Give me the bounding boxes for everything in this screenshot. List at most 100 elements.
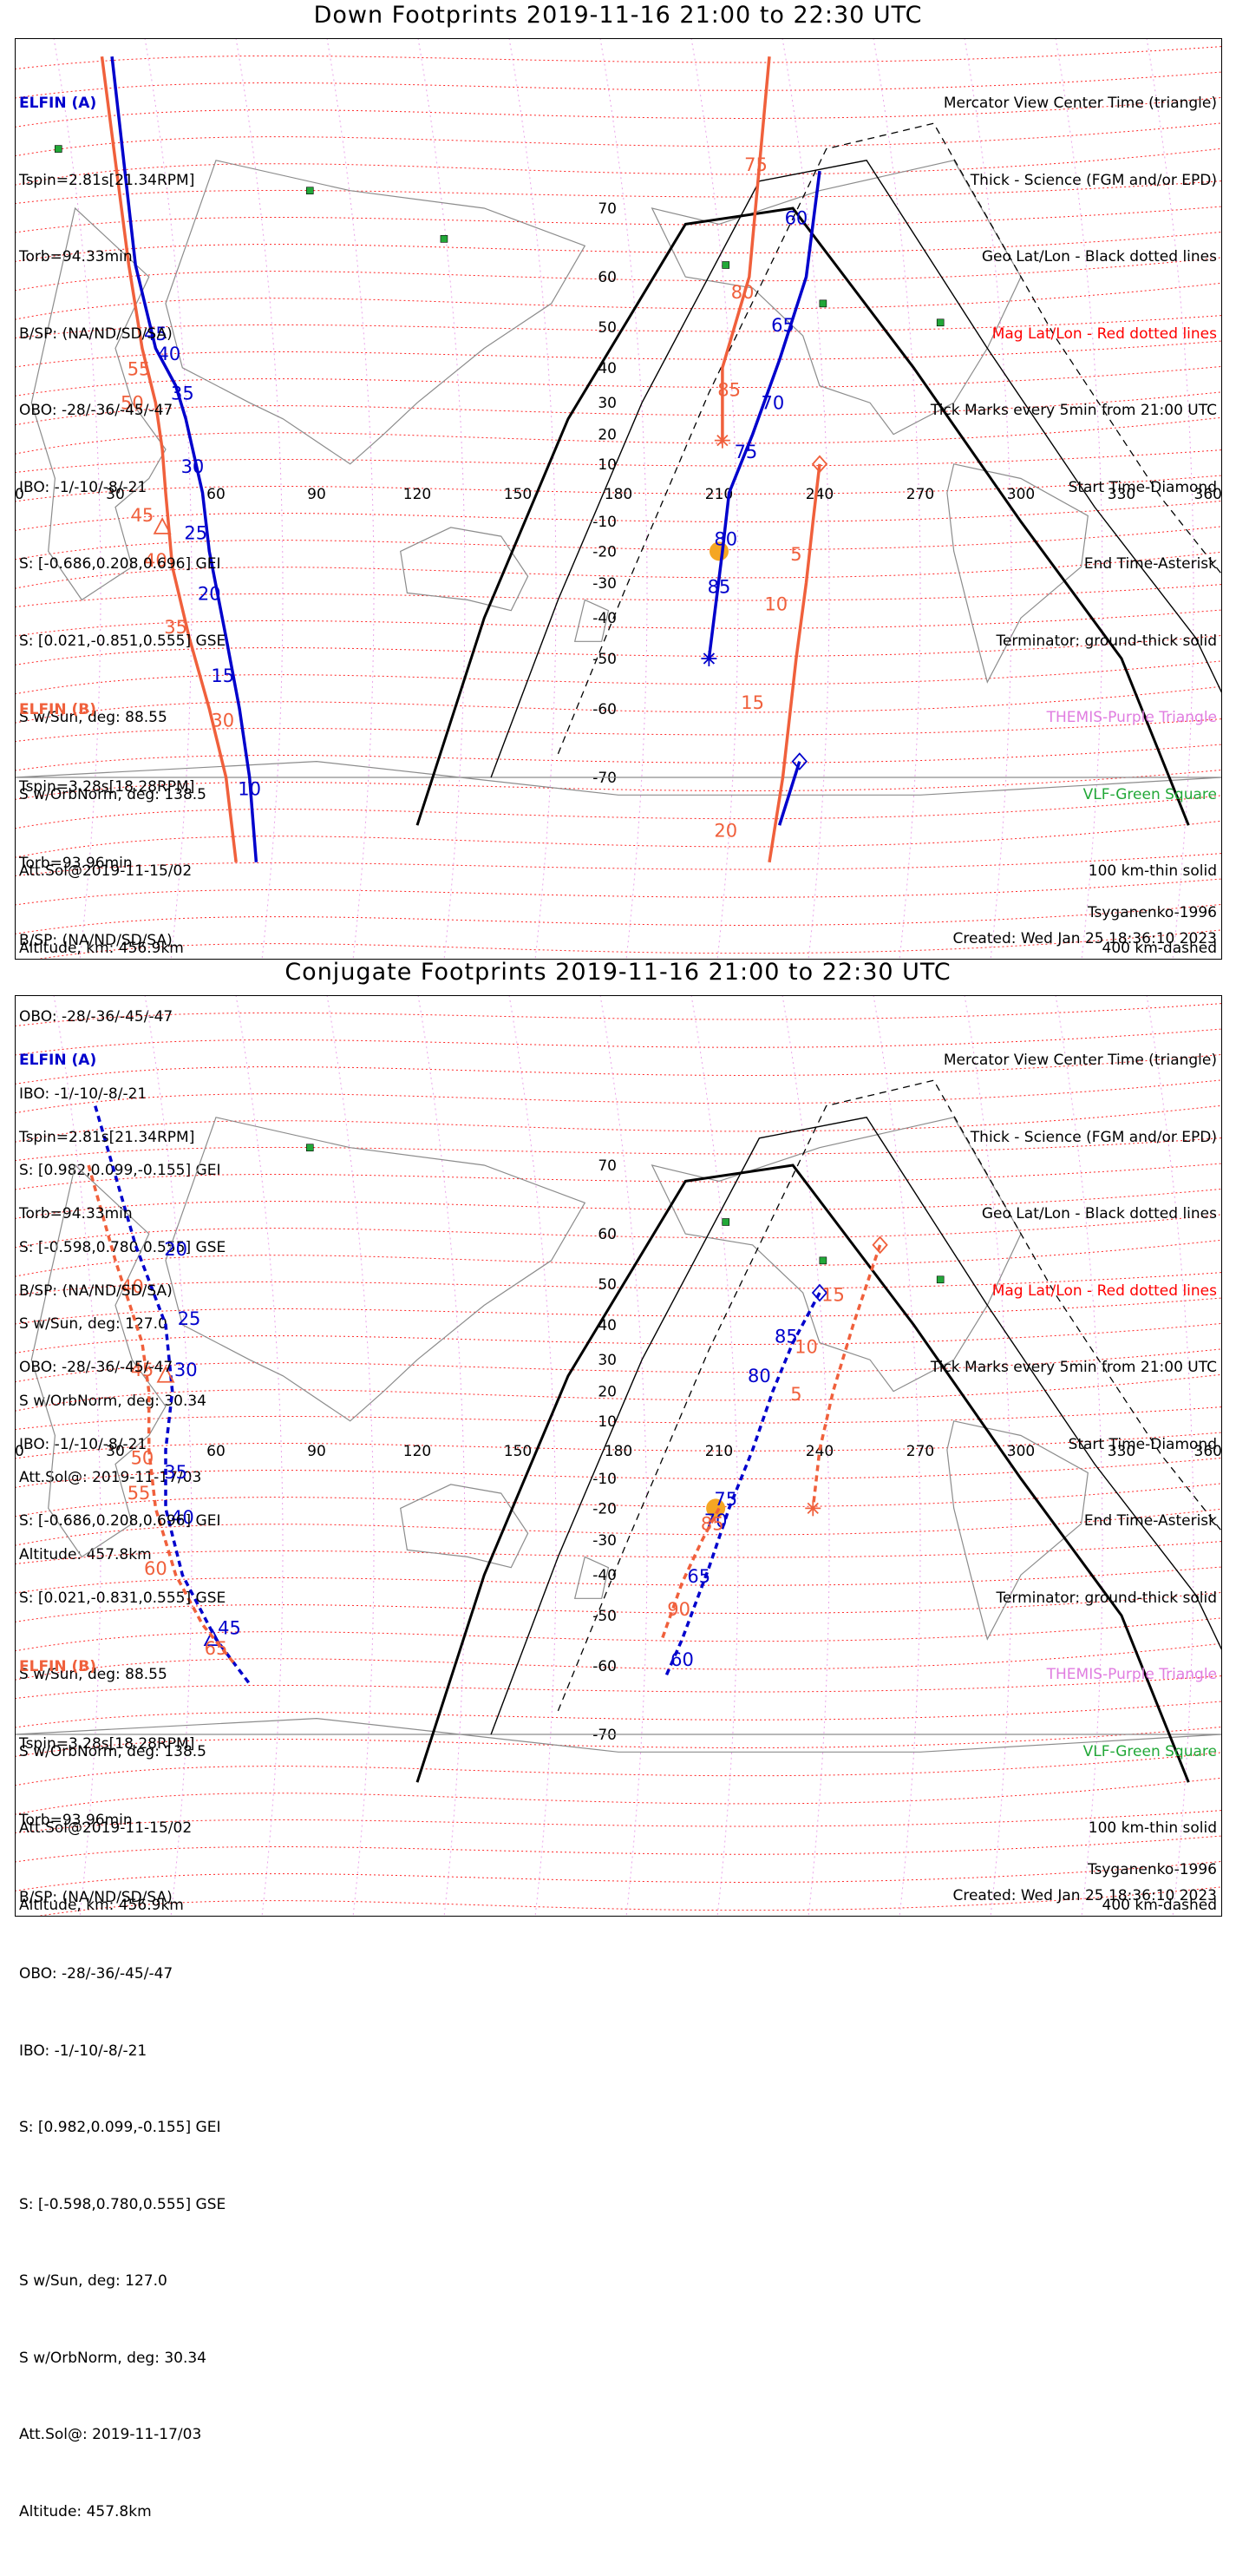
tick-mark-label: 15: [211, 665, 234, 686]
x-tick-label: 360: [1194, 486, 1222, 503]
mag-lat-line: [15, 795, 1222, 829]
y-tick-label: -30: [592, 575, 617, 593]
mag-lon-line: [1146, 995, 1194, 1917]
x-tick-label: 90: [307, 1443, 326, 1460]
mag-lon-line: [873, 38, 921, 960]
mag-lat-line: [15, 1322, 1222, 1354]
mag-lat-line: [15, 1297, 1222, 1325]
mag-lat-line: [15, 718, 1222, 743]
mag-lon-line: [53, 38, 101, 960]
tick-mark-label: 80: [748, 1366, 771, 1386]
center-time-triangle-marker: [203, 1629, 222, 1647]
tick-mark-label: 10: [795, 1336, 818, 1357]
legend-mag-line: Mag Lat/Lon - Red dotted lines: [991, 324, 1217, 343]
tick-mark-label: 50: [131, 1448, 154, 1469]
tick-mark-label: 35: [164, 1462, 187, 1483]
info-line: Att.Sol@: 2019-11-17/03: [19, 2426, 202, 2443]
footprint-track: [811, 1244, 882, 1509]
tick-mark-label: 65: [687, 1566, 710, 1587]
terminator-100km-line: [490, 160, 1222, 778]
legend: Mercator View Center Time (triangle) Thi…: [931, 997, 1217, 1970]
mag-lat-line: [15, 1239, 1222, 1277]
map-plot: 0 30 60 90 120 150 180 210 240 270 300 330 360-70-60…: [15, 38, 1222, 960]
y-tick-label: 20: [598, 1384, 617, 1401]
y-tick-label: -20: [592, 543, 617, 560]
mag-lat-line: [15, 1810, 1222, 1834]
terminator-line: [415, 1163, 1190, 1783]
mag-lat-line: [15, 1483, 1222, 1517]
info-line: OBO: -28/-36/-45/-47: [19, 1008, 173, 1026]
mag-lat-line: [15, 584, 1222, 608]
tick-mark-label: 90: [667, 1599, 690, 1620]
mag-lat-line: [15, 903, 1222, 934]
end-asterisk-marker: [701, 651, 717, 667]
mag-lat-line: [15, 282, 1222, 320]
x-tick-label: 150: [504, 1443, 532, 1460]
tick-mark-label: 55: [128, 358, 151, 379]
tick-mark-label: 45: [131, 505, 154, 526]
y-tick-label: 40: [598, 360, 617, 377]
land-outline: [165, 1117, 586, 1422]
y-tick-label: 30: [598, 1352, 617, 1369]
mag-lat-line: [15, 551, 1222, 589]
tick-mark-label: 85: [708, 576, 731, 597]
info-line: Tspin=2.81s[21.34RPM]: [19, 171, 195, 189]
footprint-track: [100, 56, 238, 863]
tick-mark-label: 85: [775, 1327, 798, 1347]
mag-lat-line: [15, 340, 1222, 368]
info-line: B/SP: (NA/ND/SD/SA): [19, 931, 173, 949]
tick-mark-label: 85: [701, 1514, 724, 1535]
mag-lat-line: [15, 122, 1222, 157]
mag-lat-line: [15, 1835, 1222, 1863]
info-line: Tspin=3.28s[18.28RPM]: [19, 777, 195, 796]
tick-mark-label: 20: [164, 1239, 187, 1260]
end-asterisk-marker: [714, 432, 730, 449]
elfin-a-label: ELFIN (A): [19, 95, 97, 112]
info-line: S: [0.021,-0.831,0.555] GSE: [19, 1589, 226, 1607]
terminator-100km-line: [490, 1117, 1222, 1735]
x-tick-label: 240: [806, 1443, 834, 1460]
y-tick-label: 30: [598, 395, 617, 412]
model-label: Tsyganenko-1996: [1087, 1861, 1217, 1878]
land-outline: [946, 1420, 1089, 1641]
land-outline: [30, 1163, 167, 1558]
x-tick-label: 120: [403, 486, 431, 503]
mag-lon-line: [508, 38, 557, 960]
magnetic-grid: [15, 38, 1222, 960]
x-tick-label: 270: [906, 486, 934, 503]
mag-lat-line: [15, 96, 1222, 128]
elfin-b-info: ELFIN (B) Tspin=3.28s[18.28RPM] Torb=93.…: [19, 1603, 226, 2576]
vlf-station-marker: [305, 1144, 314, 1152]
legend-line: Start Time-Diamond: [1068, 478, 1217, 496]
y-tick-label: 60: [598, 1226, 617, 1243]
footprint-track: [664, 1292, 821, 1679]
x-tick-label: 0: [15, 1443, 24, 1460]
tick-mark-label: 80: [714, 528, 737, 549]
mag-lat-line: [15, 1541, 1222, 1565]
land-outline: [15, 760, 1222, 796]
mag-lon-line: [690, 38, 739, 960]
tick-mark-label: 45: [131, 1360, 154, 1380]
tick-mark-label: 35: [164, 617, 187, 638]
info-line: IBO: -1/-10/-8/-21: [19, 478, 147, 496]
vlf-station-marker: [936, 318, 945, 327]
mag-lon-line: [144, 995, 193, 1917]
mag-lat-line: [15, 1406, 1222, 1431]
mag-lat-line: [15, 526, 1222, 560]
tick-mark-label: 25: [178, 1308, 201, 1329]
mag-lat-line: [15, 820, 1222, 858]
y-tick-label: -20: [592, 1500, 617, 1517]
mag-lat-line: [32, 1886, 1222, 1917]
legend-line: 100 km-thin solid: [1088, 862, 1217, 880]
model-label: Tsyganenko-1996: [1087, 904, 1217, 921]
mag-lat-line: [15, 449, 1222, 474]
tick-mark-label: 40: [157, 344, 180, 364]
legend-vlf-line: VLF-Green Square: [1082, 785, 1217, 803]
info-line: Torb=93.96min: [19, 1812, 133, 1829]
start-diamond-marker: [872, 1236, 888, 1255]
info-line: OBO: -28/-36/-45/-47: [19, 1359, 173, 1376]
tick-mark-label: 40: [121, 1276, 144, 1297]
mag-lat-line: [15, 1053, 1222, 1085]
footer-right: Tsyganenko-1996 Created: Wed Jan 25 18:3…: [952, 1858, 1217, 1909]
mag-lon-line: [599, 995, 648, 1917]
